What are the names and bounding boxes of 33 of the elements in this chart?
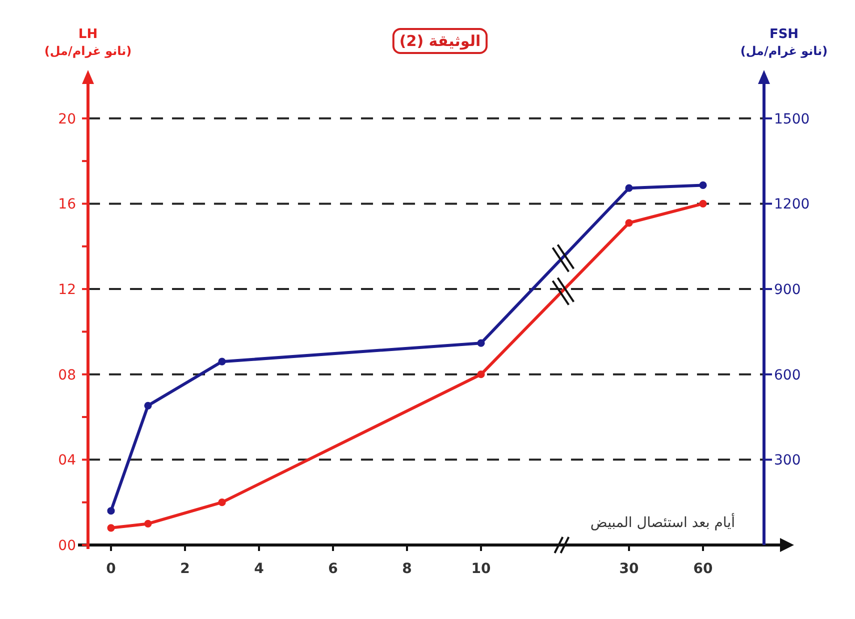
y-tick-label: 08: [58, 367, 76, 384]
point: [144, 402, 152, 410]
y-tick-label: 00: [58, 538, 76, 554]
x-tick-label: 8: [402, 561, 412, 577]
point: [699, 181, 707, 190]
x-tick-label: 4: [254, 561, 264, 577]
point: [625, 219, 633, 227]
y2-tick-label: 600: [774, 367, 801, 384]
y-tick-label: 04: [58, 452, 76, 469]
y-tick-label: 12: [58, 282, 76, 298]
point: [625, 184, 633, 192]
y-tick-label: 20: [58, 111, 76, 128]
y-tick-label: 16: [58, 196, 76, 213]
y2-tick-label: 900: [774, 282, 801, 298]
point: [144, 520, 152, 528]
point: [699, 200, 707, 208]
point: [107, 524, 115, 532]
x-tick-label: 6: [328, 561, 338, 577]
y2-tick-label: 300: [774, 452, 801, 469]
x-axis-title: أيام بعد استئصال المبيض: [590, 513, 736, 531]
y2-tick-label: 1500: [774, 111, 810, 128]
point: [477, 339, 485, 347]
point: [218, 498, 226, 506]
x-tick-label: 2: [180, 561, 190, 577]
x-tick-label: 30: [619, 561, 639, 577]
point: [218, 358, 226, 366]
y2-tick-label: 1200: [774, 196, 810, 213]
point: [107, 507, 115, 515]
x-tick-label: 10: [471, 561, 491, 577]
x-tick-label: 0: [106, 561, 116, 577]
point: [477, 370, 485, 378]
chart-title: الوثيقة (2): [399, 32, 481, 50]
x-tick-label: 60: [693, 561, 713, 577]
